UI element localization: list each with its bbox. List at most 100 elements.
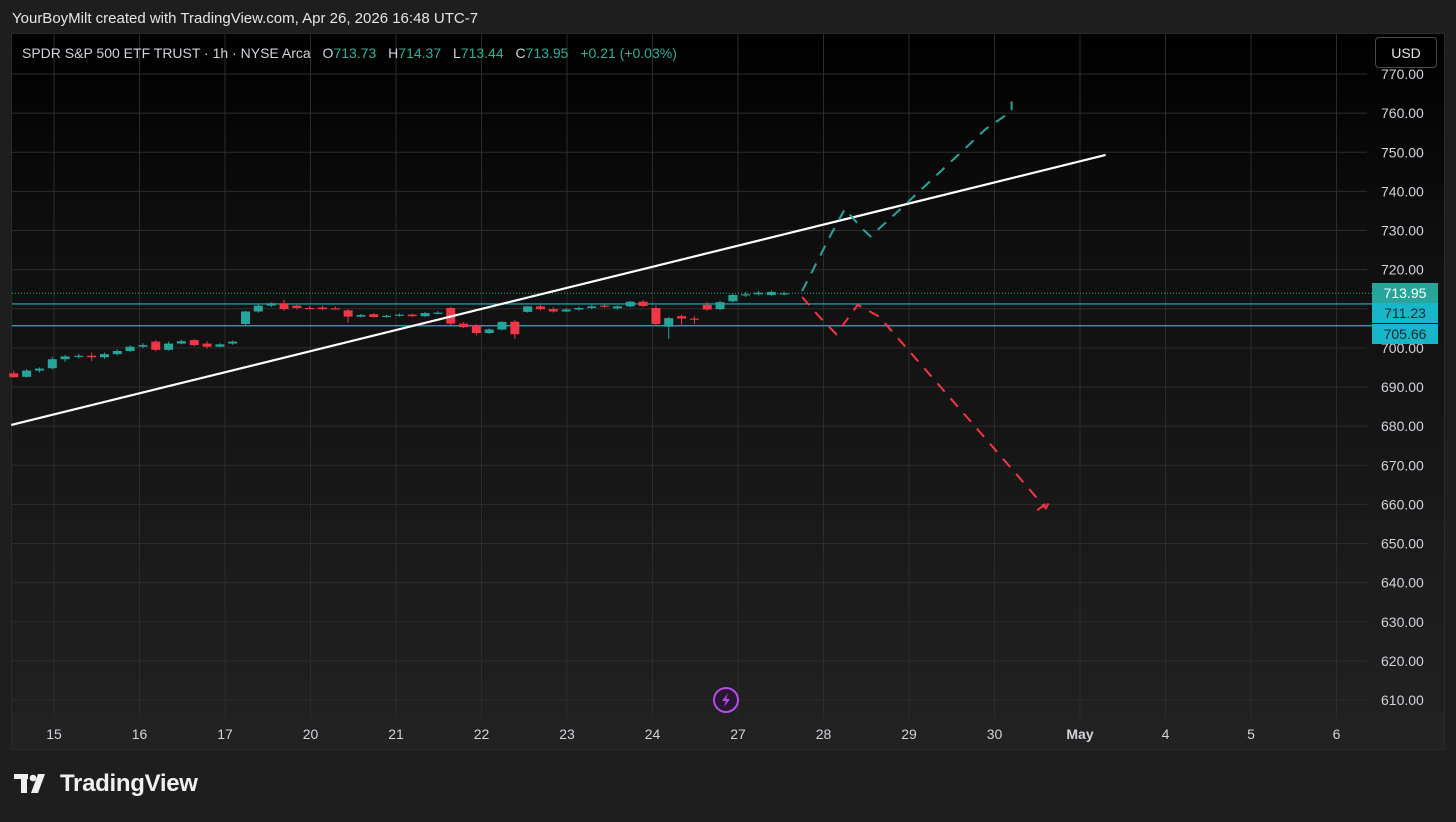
- x-tick-label: 29: [901, 726, 917, 742]
- lightning-bolt-glyph: [722, 693, 730, 707]
- candle-body: [612, 306, 622, 309]
- y-tick-label: 670.00: [1381, 457, 1424, 473]
- close-value: 713.95: [525, 45, 569, 61]
- candle-body: [317, 307, 327, 310]
- candle-body: [702, 304, 712, 310]
- candle-body: [433, 312, 443, 314]
- candle-body: [164, 343, 174, 350]
- candle-body: [497, 322, 507, 330]
- candle-body: [715, 302, 725, 310]
- symbol-legend: SPDR S&P 500 ETF TRUST · 1h · NYSE Arca …: [22, 45, 677, 61]
- candle-body: [356, 315, 366, 317]
- candle-body: [638, 301, 648, 307]
- candle-body: [741, 294, 751, 296]
- candle-body: [202, 343, 212, 347]
- y-tick-label: 610.00: [1381, 692, 1424, 708]
- x-tick-label: 16: [132, 726, 148, 742]
- candle-body: [330, 308, 340, 310]
- symbol-name[interactable]: SPDR S&P 500 ETF TRUST · 1h · NYSE Arca: [22, 45, 311, 61]
- x-tick-label: 30: [987, 726, 1003, 742]
- candle-body: [728, 295, 738, 302]
- open-label: O: [322, 45, 334, 61]
- candle-body: [279, 303, 289, 310]
- low-label: L: [453, 45, 461, 61]
- change-value: +0.21 (+0.03%): [580, 45, 677, 61]
- candle-body: [407, 314, 417, 317]
- x-tick-label: 5: [1247, 726, 1255, 742]
- candle-body: [766, 291, 776, 296]
- candle-body: [754, 292, 764, 295]
- y-tick-label: 720.00: [1381, 262, 1424, 278]
- candle-body: [535, 306, 545, 310]
- candle-body: [9, 373, 19, 378]
- y-tick-label: 740.00: [1381, 183, 1424, 199]
- x-tick-label: 23: [559, 726, 575, 742]
- x-tick-label: 28: [816, 726, 832, 742]
- candle-body: [574, 307, 584, 310]
- candle-body: [343, 310, 353, 317]
- y-tick-label: 770.00: [1381, 66, 1424, 82]
- candle-body: [99, 354, 109, 358]
- y-tick-label: 750.00: [1381, 144, 1424, 160]
- candle-body: [369, 314, 379, 317]
- candle-body: [253, 305, 263, 312]
- candle-body: [22, 370, 32, 377]
- tradingview-logo-icon: [14, 774, 45, 793]
- x-tick-label: 6: [1333, 726, 1341, 742]
- candle-body: [779, 293, 789, 295]
- drawings[interactable]: [10, 101, 1106, 511]
- candle-body: [510, 321, 520, 335]
- x-tick-label: 21: [388, 726, 404, 742]
- candle-body: [305, 307, 315, 310]
- price-label-text: 713.95: [1384, 285, 1427, 301]
- candle-body: [138, 345, 148, 347]
- price-label-box: [1372, 303, 1438, 323]
- y-tick-label: 640.00: [1381, 575, 1424, 591]
- candle-body: [459, 323, 469, 328]
- x-tick-label: 4: [1162, 726, 1170, 742]
- high-label: H: [388, 45, 399, 61]
- y-tick-label: 650.00: [1381, 536, 1424, 552]
- candle-body: [266, 303, 276, 306]
- candle-body: [394, 314, 404, 316]
- candle-body: [34, 368, 44, 371]
- candle-body: [677, 316, 687, 319]
- horizontal-levels[interactable]: [12, 292, 1372, 327]
- candle-body: [625, 301, 635, 307]
- y-tick-label: 660.00: [1381, 496, 1424, 512]
- close-label: C: [515, 45, 526, 61]
- candle-body: [471, 325, 481, 334]
- price-label-box: [1372, 324, 1438, 344]
- candle-body: [561, 309, 571, 312]
- candle-body: [47, 359, 57, 369]
- price-label-text: 705.66: [1384, 326, 1427, 342]
- candle-body: [523, 306, 533, 312]
- brand-wordmark: TradingView: [60, 770, 198, 797]
- candle-body: [241, 311, 251, 325]
- bearish-projection-path[interactable]: [801, 296, 1051, 511]
- candle-body: [60, 356, 70, 360]
- trendline[interactable]: [10, 153, 1106, 427]
- bullish-projection-path[interactable]: [801, 101, 1013, 292]
- price-labels: 713.95 711.23 705.66: [1372, 283, 1438, 344]
- price-label-text: 711.23: [1384, 305, 1426, 321]
- candle-body: [125, 346, 135, 352]
- y-tick-label: 680.00: [1381, 418, 1424, 434]
- candle-body: [587, 306, 597, 308]
- candle-body: [292, 305, 302, 308]
- candle-body: [74, 355, 84, 357]
- tradingview-logo[interactable]: TradingView: [14, 770, 198, 798]
- alert-marker[interactable]: [713, 687, 739, 713]
- grid-lines: [12, 34, 1367, 718]
- x-tick-label: 27: [730, 726, 746, 742]
- y-tick-label: 760.00: [1381, 105, 1424, 121]
- candle-body: [664, 318, 674, 327]
- chart-caption: YourBoyMilt created with TradingView.com…: [12, 10, 479, 27]
- x-tick-label: 20: [303, 726, 319, 742]
- high-value: 714.37: [398, 45, 442, 61]
- axes: 610.00 620.00 630.00 640.00 650.00 660.00 670.…: [46, 66, 1424, 742]
- candle-body: [689, 318, 699, 320]
- y-tick-label: 620.00: [1381, 653, 1424, 669]
- currency-button[interactable]: USD: [1375, 37, 1437, 68]
